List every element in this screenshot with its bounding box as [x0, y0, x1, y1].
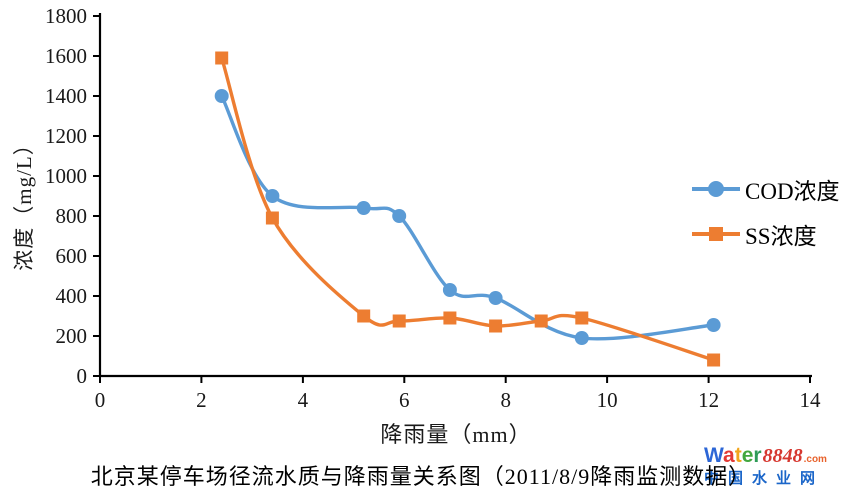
y-tick-label: 1200	[45, 124, 87, 148]
x-tick-label: 4	[298, 388, 309, 412]
legend-label-cod: COD浓度	[745, 179, 840, 204]
legend-item-ss: SS浓度	[692, 217, 840, 251]
data-point	[707, 353, 721, 367]
data-point	[575, 311, 589, 325]
chart-caption: 北京某停车场径流水质与降雨量关系图（2011/8/9降雨监测数据）	[90, 464, 752, 489]
y-tick-label: 1800	[45, 4, 87, 28]
data-point	[706, 318, 721, 332]
data-point	[392, 314, 406, 328]
square-marker-icon	[709, 227, 723, 241]
series-line	[220, 56, 716, 362]
y-tick-label: 1600	[45, 44, 87, 68]
y-tick-label: 800	[56, 204, 88, 228]
x-tick-label: 0	[95, 388, 106, 412]
data-point	[356, 201, 371, 215]
data-point	[443, 311, 457, 325]
x-tick-label: 12	[698, 388, 719, 412]
y-tick-label: 400	[56, 284, 88, 308]
data-point	[357, 309, 371, 323]
data-point	[489, 319, 503, 333]
x-tick-label: 10	[597, 388, 618, 412]
watermark: Water 8848 .com 中国水业网	[704, 445, 827, 486]
data-point	[488, 291, 503, 305]
x-tick-label: 8	[500, 388, 511, 412]
brand-letter: r	[753, 444, 762, 467]
circle-marker-icon	[708, 181, 724, 197]
brand-letter: e	[741, 444, 754, 467]
brand-word: Water	[704, 445, 762, 466]
chart-canvas: 0 200 400 600 800 1000 1200 1400 1600 1800 0 2 4 6 8 10…	[45, 4, 822, 412]
data-point	[214, 89, 229, 103]
legend-item-cod: COD浓度	[692, 172, 840, 206]
y-tick-label: 600	[56, 244, 88, 268]
brand-letter: W	[704, 444, 724, 467]
data-point	[534, 314, 548, 328]
legend-sample-cod	[692, 180, 740, 198]
y-tick-label: 1000	[45, 164, 87, 188]
legend-label-ss: SS浓度	[745, 224, 817, 249]
data-point	[442, 283, 457, 297]
y-tick-label: 200	[56, 324, 88, 348]
series-SS浓度	[215, 51, 721, 367]
y-tick-label: 1400	[45, 84, 87, 108]
x-tick-label: 6	[399, 388, 410, 412]
brand-letter: a	[723, 444, 735, 467]
brand-letter: t	[734, 444, 742, 467]
data-point	[392, 209, 407, 223]
brand-number: 8848	[762, 445, 803, 467]
legend-sample-ss	[692, 225, 740, 243]
data-point	[574, 331, 589, 345]
legend: COD浓度 SS浓度	[692, 172, 840, 251]
x-axis-label: 降雨量（mm）	[380, 422, 532, 447]
y-axis-label: 浓度（mg/L）	[12, 133, 36, 271]
watermark-brand: Water 8848 .com	[704, 445, 827, 466]
y-tick-label: 0	[77, 364, 88, 388]
watermark-site-name: 中国水业网	[704, 470, 825, 487]
data-point	[265, 189, 280, 203]
x-tick-label: 2	[196, 388, 207, 412]
series-line	[220, 94, 716, 341]
brand-tld: .com	[803, 454, 827, 465]
series-COD浓度	[214, 89, 721, 345]
x-tick-label: 14	[800, 388, 822, 412]
data-point	[215, 51, 229, 65]
data-point	[265, 211, 279, 225]
